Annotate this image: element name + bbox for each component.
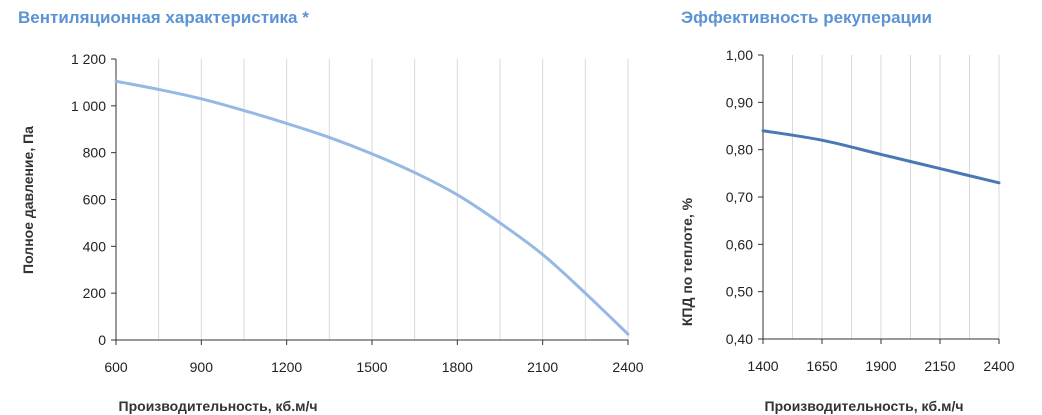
vent-x-tick-label-3: 1500 [356, 359, 387, 375]
vent-x-tick-label-5: 2100 [527, 359, 558, 375]
eff-y-axis-label: КПД по теплоте, % [679, 197, 695, 326]
vent-x-tick-label-0: 600 [104, 359, 128, 375]
eff-y-tick-label-4: 0,80 [726, 142, 753, 158]
right-chart-title: Эффективность рекуперации [681, 8, 932, 27]
vent-x-tick-label-6: 2400 [612, 359, 643, 375]
eff-y-tick-label-3: 0,70 [726, 189, 753, 205]
vent-y-tick-label-2: 400 [83, 238, 107, 254]
eff-y-tick-label-6: 1,00 [726, 47, 753, 63]
vent-x-tick-label-2: 1200 [271, 359, 302, 375]
vent-x-axis-label: Производительность, кб.м/ч [119, 398, 318, 414]
vent-y-tick-label-6: 1 200 [71, 51, 106, 67]
eff-series-line-0 [761, 129, 1001, 185]
vent-y-tick-label-0: 0 [98, 332, 106, 348]
left-chart-title: Вентиляционная характеристика * [18, 8, 309, 27]
vent-y-tick-label-3: 600 [83, 192, 107, 208]
vent-y-tick-label-1: 200 [83, 285, 107, 301]
eff-x-tick-label-3: 2150 [924, 358, 955, 374]
vent-x-tick-label-4: 1800 [442, 359, 473, 375]
eff-y-tick-label-0: 0,40 [726, 331, 753, 347]
eff-y-tick-label-1: 0,50 [726, 284, 753, 300]
eff-x-tick-label-2: 1900 [865, 358, 896, 374]
eff-x-tick-label-0: 1400 [747, 358, 778, 374]
eff-x-tick-label-4: 2400 [983, 358, 1014, 374]
eff-y-tick-label-2: 0,60 [726, 236, 753, 252]
vent-x-tick-label-1: 900 [190, 359, 214, 375]
eff-x-tick-label-1: 1650 [806, 358, 837, 374]
vent-y-tick-label-4: 800 [83, 145, 107, 161]
eff-y-tick-label-5: 0,90 [726, 94, 753, 110]
vent-y-axis-label: Полное давление, Па [20, 126, 36, 274]
vent-series-line-0 [114, 79, 630, 336]
eff-x-axis-label: Производительность, кб.м/ч [765, 398, 964, 414]
vent-y-tick-label-5: 1 000 [71, 98, 106, 114]
